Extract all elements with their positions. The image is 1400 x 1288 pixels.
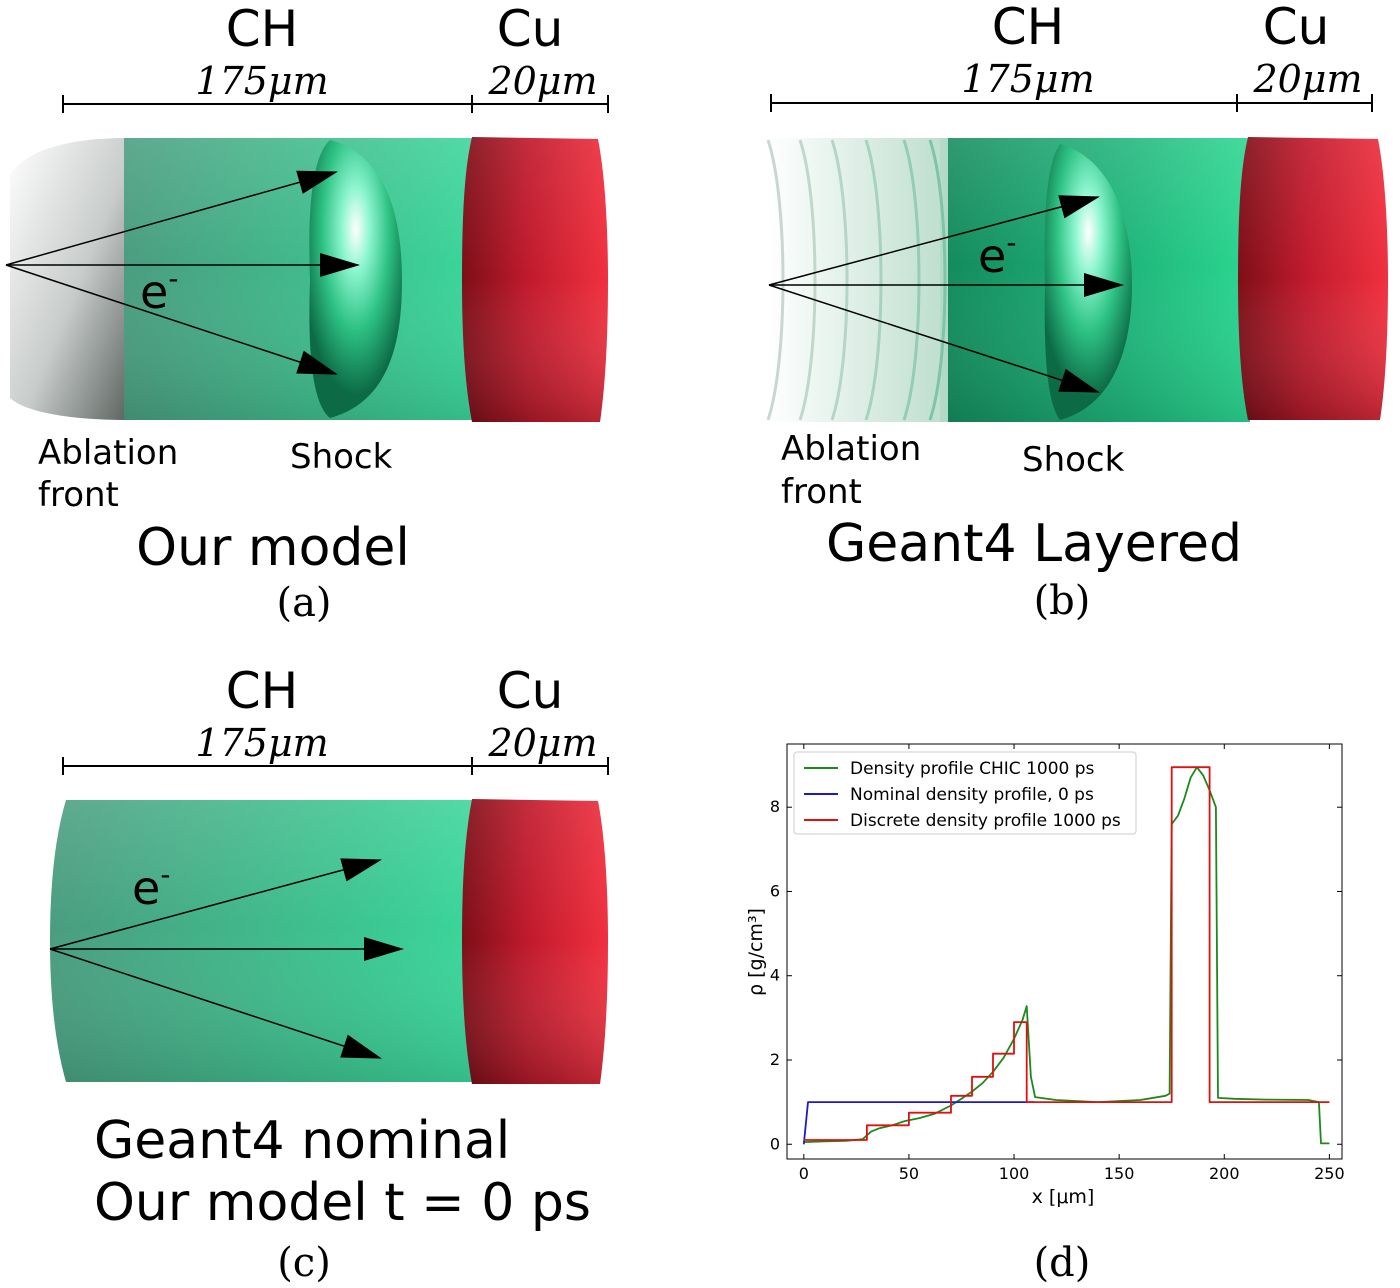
- panel-caption: (d): [1034, 1240, 1091, 1286]
- plot-frame: [786, 743, 1343, 1160]
- y-axis-label: ρ [g/cm³]: [745, 908, 767, 996]
- arrow-down: [5, 264, 338, 375]
- panel-title: Geant4 Layered: [826, 514, 1242, 574]
- ch-label: CH: [992, 0, 1065, 56]
- ablation-label-line1: Ablation: [781, 429, 921, 469]
- cu-thickness: 20μm: [1252, 57, 1362, 101]
- y-tick-label: 0: [770, 1134, 780, 1153]
- x-tick-label: 250: [1314, 1164, 1345, 1183]
- legend: Density profile CHIC 1000 ps Nominal dens…: [793, 751, 1137, 835]
- shock-front-shape: [309, 140, 402, 418]
- electron-arrows: [5, 170, 360, 375]
- ablation-label-line2: front: [38, 475, 119, 515]
- x-tick-label: 200: [1209, 1164, 1240, 1183]
- legend-label: Density profile CHIC 1000 ps: [850, 759, 1095, 779]
- series-line-1: [803, 766, 1330, 1145]
- series-line-2: [802, 1101, 1036, 1145]
- arrow-up: [49, 858, 382, 950]
- panel-title-line2: Our model t = 0 ps: [94, 1173, 591, 1233]
- cu-thickness: 20μm: [487, 721, 597, 765]
- panel-a: CH 175μm Cu 20μm e- Ablation front Shock…: [5, 0, 609, 626]
- ch-thickness: 175μm: [961, 57, 1094, 101]
- ch-label: CH: [226, 0, 299, 58]
- x-tick-label: 150: [1104, 1164, 1135, 1183]
- cu-label: Cu: [497, 0, 564, 58]
- x-axis: 0 50 100 150 200 250: [799, 744, 1345, 1183]
- cu-label: Cu: [1263, 0, 1330, 56]
- electron-label: e-: [978, 226, 1016, 283]
- y-tick-label: 2: [770, 1050, 780, 1069]
- dimension-line: [62, 757, 609, 775]
- panel-d: 0 50 100 150 200 250 0 2 4 6 8 x [μm] ρ [g/cm³] D…: [745, 743, 1345, 1286]
- legend-label: Discrete density profile 1000 ps: [850, 811, 1121, 831]
- ch-thickness: 175μm: [195, 721, 328, 765]
- shock-label: Shock: [1022, 440, 1125, 480]
- electron-arrows: [49, 858, 404, 1059]
- y-tick-label: 6: [770, 881, 780, 900]
- panel-b: CH 175μm Cu 20μm: [766, 0, 1388, 624]
- legend-label: Nominal density profile, 0 ps: [850, 785, 1094, 805]
- ch-thickness: 175μm: [195, 59, 328, 103]
- arrow-down: [768, 284, 1100, 393]
- panel-title: Our model: [136, 518, 410, 578]
- panel-caption: (a): [276, 580, 331, 626]
- ablation-front-shape: [10, 138, 126, 420]
- panel-c: CH 175μm Cu 20μm e- Geant4 nominal Our m…: [49, 662, 609, 1286]
- ablation-layers: [766, 138, 948, 422]
- legend-box: [793, 751, 1137, 835]
- dimension-line: [62, 95, 609, 113]
- panel-caption: (c): [277, 1240, 331, 1286]
- arrow-up: [768, 195, 1100, 286]
- arrow-down: [49, 948, 382, 1059]
- dimension-line: [770, 94, 1373, 112]
- y-tick-label: 4: [770, 966, 780, 985]
- ch-label: CH: [226, 662, 299, 720]
- x-tick-label: 50: [899, 1164, 919, 1183]
- plot-series: [802, 766, 1330, 1145]
- panel-title-line1: Geant4 nominal: [94, 1111, 510, 1171]
- ablation-label-line2: front: [781, 472, 862, 512]
- electron-arrows: [768, 195, 1124, 393]
- ablation-label-line1: Ablation: [38, 433, 178, 473]
- cu-label: Cu: [497, 662, 564, 720]
- x-tick-label: 100: [999, 1164, 1030, 1183]
- cu-thickness: 20μm: [487, 59, 597, 103]
- series-line-3: [803, 766, 1330, 1141]
- arrow-up: [5, 170, 338, 266]
- y-axis: 0 2 4 6 8: [770, 797, 1342, 1153]
- electron-label: e-: [132, 858, 170, 915]
- x-tick-label: 0: [799, 1164, 809, 1183]
- electron-label: e-: [140, 262, 178, 319]
- shock-label: Shock: [290, 437, 393, 477]
- y-tick-label: 8: [770, 797, 780, 816]
- panel-caption: (b): [1034, 578, 1091, 624]
- x-axis-label: x [μm]: [1032, 1186, 1095, 1208]
